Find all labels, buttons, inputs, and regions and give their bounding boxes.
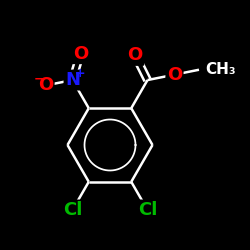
Text: O: O bbox=[128, 46, 143, 64]
Text: N: N bbox=[65, 71, 80, 89]
Text: Cl: Cl bbox=[138, 201, 157, 219]
Text: O: O bbox=[73, 45, 88, 63]
Text: O: O bbox=[38, 76, 53, 94]
Text: CH₃: CH₃ bbox=[205, 62, 236, 77]
Text: Cl: Cl bbox=[63, 201, 82, 219]
Text: −: − bbox=[33, 73, 44, 86]
Text: O: O bbox=[167, 66, 182, 84]
Text: +: + bbox=[75, 66, 85, 80]
